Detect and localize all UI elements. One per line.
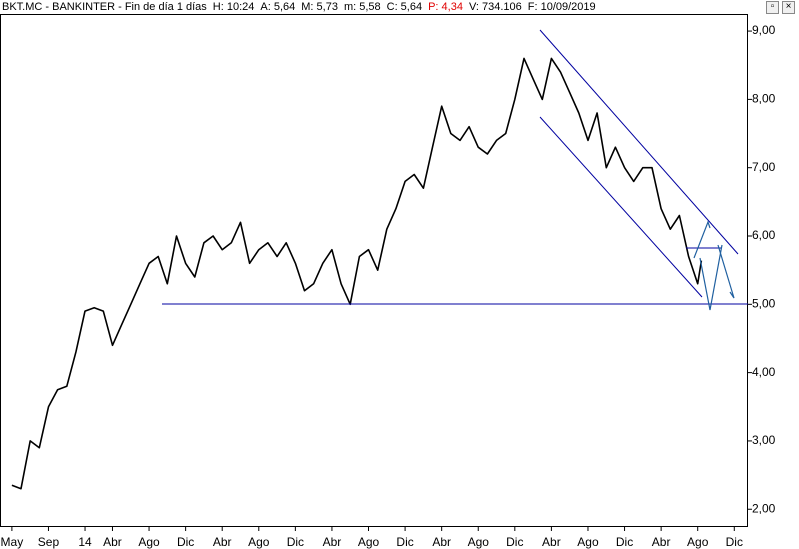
y-tick-label: 7,00 bbox=[752, 160, 776, 174]
window-buttons[interactable]: ▫ × bbox=[763, 1, 795, 14]
info-item: C: 5,64 bbox=[386, 1, 423, 13]
x-tick-label: 14 bbox=[78, 535, 92, 549]
channel-top bbox=[539, 29, 739, 255]
arrow bbox=[699, 244, 723, 311]
x-tick-label: Dic bbox=[726, 535, 743, 549]
plot-frame bbox=[0, 14, 748, 527]
y-tick-label: 6,00 bbox=[752, 228, 776, 242]
y-tick-label: 9,00 bbox=[752, 23, 776, 37]
x-tick-label: Dic bbox=[396, 535, 413, 549]
x-tick-label: Ago bbox=[358, 535, 380, 549]
x-tick-label: Ago bbox=[468, 535, 490, 549]
price-line bbox=[11, 57, 703, 490]
info-item: V: 734.106 bbox=[468, 1, 522, 13]
info-item: m: 5,58 bbox=[343, 1, 381, 13]
close-button[interactable]: × bbox=[782, 1, 795, 14]
x-tick-label: Ago bbox=[248, 535, 270, 549]
arrow bbox=[693, 220, 711, 259]
y-tick-label: 4,00 bbox=[752, 365, 776, 379]
x-tick-label: Abr bbox=[103, 535, 122, 549]
x-tick-label: May bbox=[1, 535, 24, 549]
info-item: BKT.MC - BANKINTER - Fin de día 1 días bbox=[2, 1, 207, 13]
x-tick-label: Dic bbox=[616, 535, 633, 549]
x-tick-label: Abr bbox=[542, 535, 561, 549]
y-tick-label: 8,00 bbox=[752, 92, 776, 106]
info-item: P: 4,34 bbox=[428, 1, 463, 13]
arrow bbox=[717, 244, 735, 299]
header: BKT.MC - BANKINTER - Fin de día 1 días H:… bbox=[0, 0, 748, 15]
arrows bbox=[693, 220, 735, 311]
x-tick-label: Ago bbox=[687, 535, 709, 549]
y-tick-label: 5,00 bbox=[752, 296, 776, 310]
x-tick-label: Abr bbox=[652, 535, 671, 549]
drawings bbox=[162, 29, 748, 305]
info-item: F: 10/09/2019 bbox=[527, 1, 596, 13]
info-item: H: 10:24 bbox=[212, 1, 255, 13]
x-tick-label: Abr bbox=[323, 535, 342, 549]
x-tick-label: Ago bbox=[138, 535, 160, 549]
y-tick-label: 3,00 bbox=[752, 433, 776, 447]
x-tick-label: Abr bbox=[432, 535, 451, 549]
x-tick-label: Abr bbox=[213, 535, 232, 549]
info-item: M: 5,73 bbox=[301, 1, 338, 13]
x-tick-label: Sep bbox=[38, 535, 60, 549]
x-tick-label: Dic bbox=[177, 535, 194, 549]
x-tick-label: Ago bbox=[577, 535, 599, 549]
channel-bottom bbox=[539, 116, 703, 298]
x-tick-label: Dic bbox=[506, 535, 523, 549]
info-item: A: 5,64 bbox=[260, 1, 296, 13]
restore-button[interactable]: ▫ bbox=[766, 1, 779, 14]
x-tick-label: Dic bbox=[287, 535, 304, 549]
y-tick-label: 2,00 bbox=[752, 501, 776, 515]
